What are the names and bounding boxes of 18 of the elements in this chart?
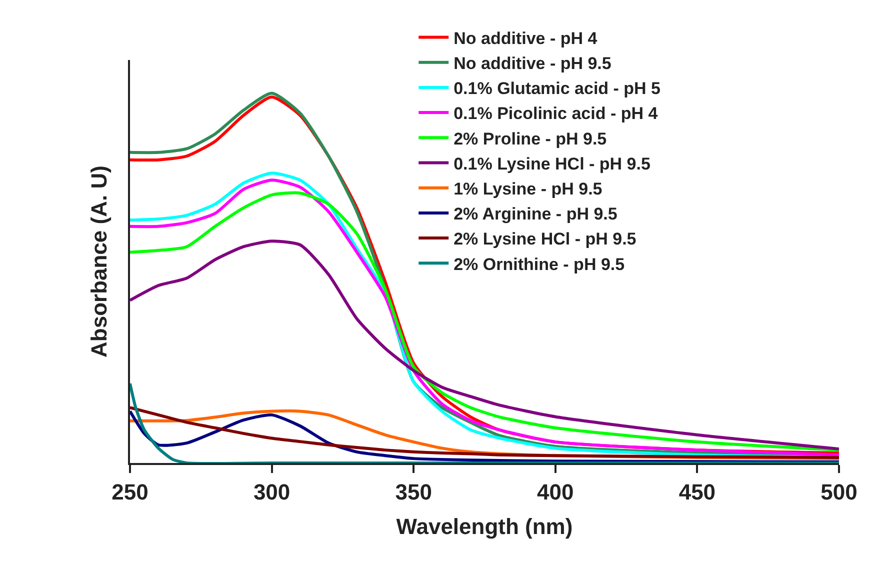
legend-label: 2% Proline - pH 9.5 bbox=[454, 129, 607, 148]
legend-label: 0.1% Lysine HCl - pH 9.5 bbox=[454, 154, 650, 174]
x-tick-label: 350 bbox=[395, 479, 432, 504]
x-tick-label: 250 bbox=[112, 479, 148, 504]
x-tick-label: 400 bbox=[537, 479, 574, 504]
y-axis-title: Absorbance (A. U) bbox=[86, 166, 112, 358]
legend-label: 2% Lysine HCl - pH 9.5 bbox=[454, 230, 636, 249]
legend-label: 1% Lysine - pH 9.5 bbox=[454, 179, 602, 198]
x-tick-label: 500 bbox=[820, 479, 858, 504]
legend-label: 2% Arginine - pH 9.5 bbox=[454, 204, 618, 224]
legend-label: 0.1% Glutamic acid - pH 5 bbox=[454, 79, 661, 98]
x-tick-label: 300 bbox=[253, 479, 290, 504]
legend-label: No additive - pH 9.5 bbox=[454, 54, 612, 73]
legend-label: 2% Ornithine - pH 9.5 bbox=[454, 254, 625, 274]
legend-label: No additive - pH 4 bbox=[454, 28, 598, 48]
x-axis-title: Wavelength (nm) bbox=[396, 514, 573, 539]
x-tick-label: 450 bbox=[678, 479, 716, 504]
legend-label: 0.1% Picolinic acid - pH 4 bbox=[454, 104, 658, 124]
